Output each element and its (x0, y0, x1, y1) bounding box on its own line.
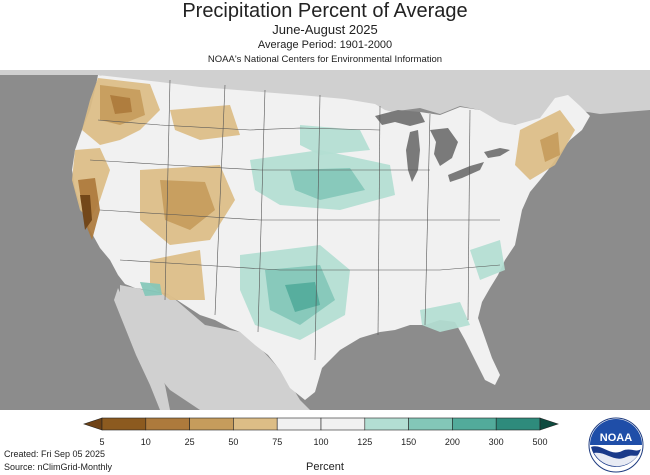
legend-bar (83, 417, 559, 431)
noaa-logo: NOAA (588, 417, 644, 473)
anomaly-region (300, 125, 370, 155)
legend-tick-label: 10 (141, 437, 151, 447)
anomaly-region (80, 195, 92, 230)
great-lakes (375, 110, 510, 182)
legend-tick-label: 300 (489, 437, 504, 447)
legend-unit-label: Percent (306, 461, 344, 473)
state-boundary-line (377, 105, 381, 336)
data-source: Source: nClimGrid-Monthly (4, 462, 113, 472)
lake-superior (375, 110, 425, 126)
legend-swatch (495, 417, 541, 431)
state-boundary-line (97, 119, 381, 131)
anomaly-region (170, 105, 240, 140)
legend-tick-label: 200 (445, 437, 460, 447)
legend-tick-label: 100 (313, 437, 328, 447)
legend-swatch (452, 417, 497, 431)
legend-swatch (364, 417, 409, 431)
anomaly-region (540, 132, 560, 162)
legend-swatch (408, 417, 453, 431)
state-boundaries (89, 79, 501, 361)
mexico-landmass (120, 285, 310, 410)
legend-swatch (145, 417, 190, 431)
organization-line: NOAA's National Centers for Environmenta… (207, 54, 443, 65)
lake-michigan (406, 130, 420, 182)
state-boundary-line (257, 89, 266, 333)
precipitation-map (0, 70, 650, 410)
legend-tick-label: 150 (401, 437, 416, 447)
lake-huron (430, 128, 458, 166)
state-boundary-line (89, 159, 430, 171)
state-boundary-line (424, 113, 431, 326)
legend-swatch (101, 417, 147, 431)
lake-ontario (484, 148, 510, 158)
baja-peninsula (114, 288, 170, 410)
anomaly-region (285, 282, 320, 312)
legend-tick-label: 5 (99, 437, 104, 447)
anomaly-region (140, 282, 162, 296)
legend-tick-label: 500 (532, 437, 547, 447)
lake-erie (448, 162, 484, 182)
anomaly-region (160, 180, 215, 230)
legend-tick-label: 75 (272, 437, 282, 447)
legend-swatch (233, 417, 278, 431)
legend-swatch (276, 417, 322, 431)
state-boundary-line (467, 109, 471, 321)
created-date: Created: Fri Sep 05 2025 (4, 449, 106, 459)
anomaly-region (470, 240, 505, 280)
state-boundary-line (119, 259, 501, 271)
legend-tick-label: 50 (228, 437, 238, 447)
legend-over-arrow (539, 417, 559, 431)
noaa-logo-text: NOAA (600, 432, 632, 444)
map-title: Precipitation Percent of Average (182, 0, 468, 22)
map-subtitle: June-August 2025 (272, 22, 378, 37)
state-boundary-line (214, 84, 226, 316)
legend-swatch (320, 417, 366, 431)
legend-under-arrow (83, 417, 103, 431)
legend-tick-labels: 5 10 25 50 75 100 125 150 200 300 500 (99, 437, 547, 447)
legend-tick-label: 125 (357, 437, 372, 447)
anomaly-region (110, 95, 132, 114)
anomaly-region (420, 302, 470, 332)
anomaly-region (290, 168, 365, 200)
precipitation-anomaly-layer (72, 78, 575, 340)
legend-swatch (189, 417, 234, 431)
state-boundary-line (164, 79, 171, 301)
legend-tick-label: 25 (185, 437, 195, 447)
average-period: Average Period: 1901-2000 (257, 39, 393, 51)
color-legend: 5 10 25 50 75 100 125 150 200 300 500 (83, 417, 559, 447)
state-boundary-line (314, 94, 321, 361)
